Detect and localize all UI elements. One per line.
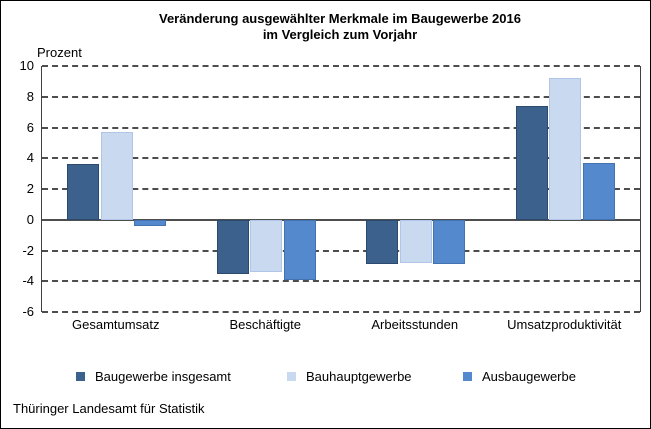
bar (250, 219, 283, 273)
x-category-label: Arbeitsstunden (371, 317, 459, 332)
legend-label: Ausbaugewerbe (482, 368, 576, 384)
y-tick-label: 0 (26, 211, 34, 227)
x-category-label: Beschäftigte (229, 317, 302, 332)
y-tick-label: 8 (26, 88, 34, 104)
gridline (42, 249, 640, 252)
bar (283, 219, 316, 280)
gridline (42, 280, 640, 283)
bar (134, 219, 167, 226)
legend-item: Baugewerbe insgesamt (76, 368, 231, 384)
y-tick-label: 4 (26, 150, 34, 166)
y-tick-label: -6 (22, 304, 34, 319)
bar (399, 219, 432, 263)
gridline (42, 311, 640, 313)
legend-swatch-icon (463, 371, 472, 381)
y-axis-label: Prozent (37, 45, 82, 60)
chart-title-line1: Veränderung ausgewählter Merkmale im Bau… (159, 11, 521, 26)
bar (549, 78, 582, 220)
bar (216, 219, 249, 274)
legend-label: Baugewerbe insgesamt (95, 368, 231, 384)
bar (100, 132, 133, 220)
legend-swatch-icon (287, 371, 296, 381)
bar (515, 105, 548, 220)
gridline (42, 157, 640, 160)
source-note: Thüringer Landesamt für Statistik (13, 401, 205, 416)
bar (582, 162, 615, 220)
x-category-label: Gesamtumsatz (72, 317, 160, 332)
bar (366, 219, 399, 265)
legend-item: Bauhauptgewerbe (287, 368, 412, 384)
zero-axis-line (42, 218, 640, 221)
bar (67, 164, 100, 220)
gridline (42, 65, 640, 67)
y-tick-label: -4 (22, 273, 34, 289)
legend-label: Bauhauptgewerbe (306, 368, 412, 384)
bar (433, 219, 466, 265)
chart-title-line2: im Vergleich zum Vorjahr (262, 27, 418, 42)
gridline (42, 126, 640, 129)
x-category-label: Umsatzproduktivität (507, 317, 622, 332)
y-tick-label: 2 (26, 181, 34, 196)
chart-title: Veränderung ausgewählter Merkmale im Bau… (41, 11, 639, 43)
gridline (42, 95, 640, 98)
y-tick-label: 10 (19, 58, 34, 73)
y-tick-label: 6 (26, 119, 34, 135)
legend-item: Ausbaugewerbe (463, 368, 576, 384)
gridline (42, 188, 640, 190)
legend-swatch-icon (76, 371, 85, 381)
plot-area (41, 65, 641, 313)
y-tick-label: -2 (22, 242, 34, 258)
